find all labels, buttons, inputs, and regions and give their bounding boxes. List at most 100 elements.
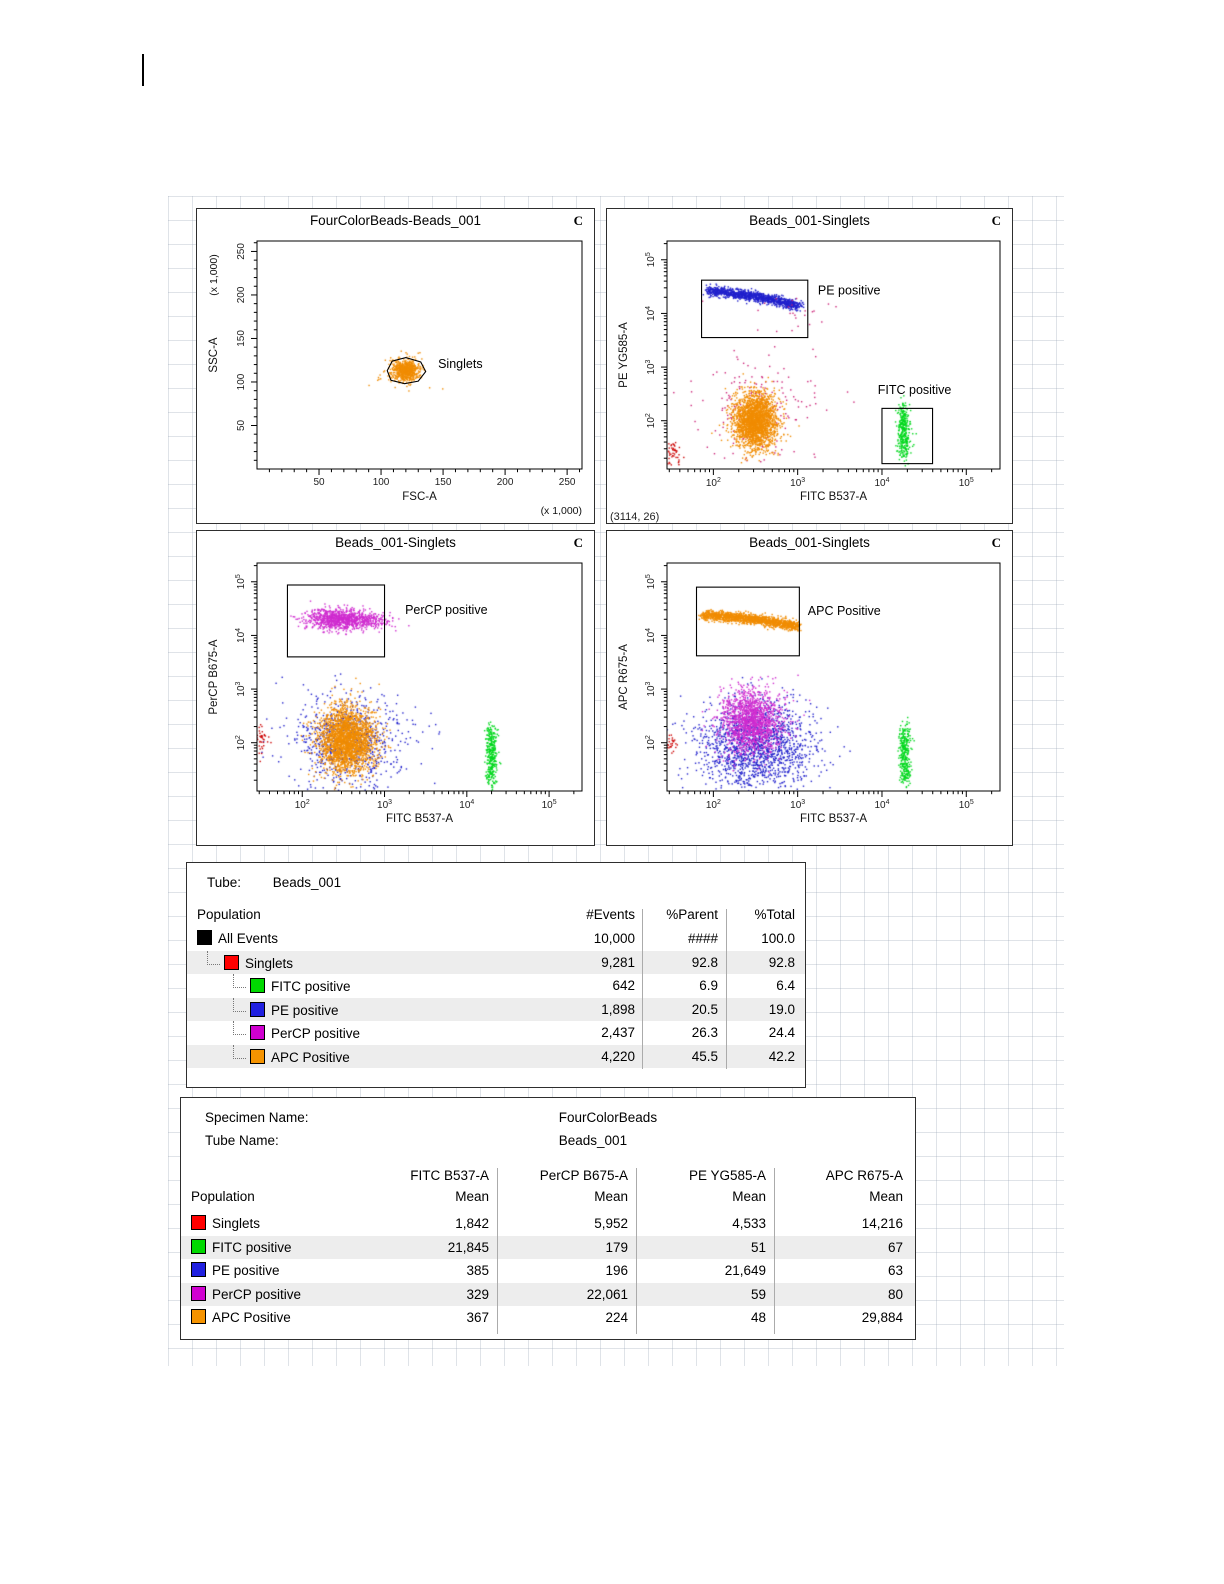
- specimen-line: Specimen Name: FourColorBeads: [205, 1110, 657, 1125]
- context-menu-button[interactable]: C: [991, 213, 1001, 228]
- stat-header: Mean: [594, 1189, 628, 1204]
- stats-rows: Singlets 1,842 5,952 4,533 14,216 FITC positi…: [181, 1212, 915, 1330]
- population-color-swatch: [197, 930, 212, 945]
- svg-text:(x 1,000): (x 1,000): [208, 254, 220, 295]
- tube-name-value: Beads_001: [558, 1133, 628, 1148]
- svg-text:102: 102: [295, 799, 310, 811]
- svg-text:105: 105: [959, 799, 974, 811]
- hierarchy-row[interactable]: Singlets 9,281 92.8 92.8: [187, 950, 805, 974]
- context-menu-button[interactable]: C: [573, 535, 583, 550]
- svg-text:FITC B537-A: FITC B537-A: [800, 813, 867, 825]
- hierarchy-header: Population #Events %Parent %Total: [187, 907, 805, 922]
- svg-text:102: 102: [706, 477, 721, 489]
- svg-text:PE YG585-A: PE YG585-A: [618, 322, 630, 388]
- svg-text:103: 103: [235, 681, 247, 696]
- stat-header: Mean: [869, 1189, 903, 1204]
- plot-title-bar: Beads_001-Singlets C: [607, 531, 1012, 555]
- population-header: Population: [191, 1189, 255, 1204]
- plot-area[interactable]: 102 103 104 105 102 103 104 105 FITC B537-A APC R…: [607, 555, 1012, 845]
- svg-text:250: 250: [559, 477, 576, 488]
- tree-connector: [233, 974, 246, 988]
- svg-text:104: 104: [645, 306, 657, 321]
- specimen-name-label: Specimen Name:: [205, 1110, 309, 1125]
- hierarchy-value: 20.5: [691, 1001, 718, 1017]
- stat-value: 5,952: [594, 1216, 628, 1231]
- tube-value: Beads_001: [272, 875, 342, 890]
- plot-title: FourColorBeads-Beads_001: [309, 213, 482, 228]
- plot-area[interactable]: 102 103 104 105 102 103 104 105 FITC B537-A PE YG…: [607, 233, 1012, 523]
- channel-header: APC R675-A: [825, 1168, 903, 1183]
- population-label: PE positive: [212, 1263, 280, 1278]
- context-menu-button[interactable]: C: [573, 213, 583, 228]
- stat-value: 196: [605, 1263, 628, 1278]
- hierarchy-rows: All Events 10,000 #### 100.0 Singlets 9,281 92…: [187, 927, 805, 1068]
- hierarchy-row[interactable]: PE positive 1,898 20.5 19.0: [187, 997, 805, 1021]
- population-color-swatch: [191, 1238, 206, 1254]
- stat-value: 51: [750, 1239, 766, 1255]
- stat-value: 385: [466, 1263, 489, 1278]
- svg-text:250: 250: [236, 243, 247, 260]
- population-hierarchy-panel: Tube: Beads_001 Population #Events %Pare…: [186, 862, 806, 1088]
- svg-text:104: 104: [235, 628, 247, 643]
- population-color-swatch: [250, 1025, 265, 1040]
- population-label: Singlets: [245, 955, 294, 971]
- svg-text:FITC positive: FITC positive: [878, 383, 952, 397]
- scatter-dots: [257, 241, 582, 469]
- stat-value: 14,216: [861, 1216, 903, 1231]
- population-label: PerCP positive: [271, 1026, 361, 1041]
- tube-name-label: Tube Name:: [205, 1133, 279, 1148]
- svg-text:103: 103: [645, 681, 657, 696]
- svg-text:50: 50: [313, 477, 325, 488]
- tree-connector: [207, 950, 220, 965]
- stats-row[interactable]: PerCP positive 329 22,061 59 80: [181, 1282, 915, 1306]
- svg-text:(x 1,000): (x 1,000): [541, 505, 582, 517]
- stat-value: 1,842: [455, 1216, 489, 1231]
- svg-text:50: 50: [236, 419, 247, 431]
- tube-label: Tube:: [207, 875, 242, 890]
- svg-text:105: 105: [645, 574, 657, 589]
- stat-value: 4,533: [732, 1216, 766, 1231]
- plot-area[interactable]: 50 100 150 200 250 50 100 150 200 250 FSC-A (x 1,00…: [197, 233, 594, 523]
- svg-text:SSC-A: SSC-A: [208, 337, 220, 372]
- column-header-population: Population: [197, 907, 261, 922]
- column-divider: [497, 1168, 498, 1334]
- tree-connector: [233, 1021, 246, 1035]
- context-menu-button[interactable]: C: [991, 535, 1001, 550]
- population-label: PerCP positive: [212, 1286, 302, 1302]
- stat-value: 21,845: [447, 1239, 489, 1255]
- column-divider: [642, 909, 643, 1069]
- channel-header: PerCP B675-A: [539, 1168, 628, 1183]
- svg-text:104: 104: [459, 799, 474, 811]
- hierarchy-row[interactable]: All Events 10,000 #### 100.0: [187, 927, 805, 951]
- channel-header: FITC B537-A: [410, 1168, 489, 1183]
- plot-panel-pe-fitc: Beads_001-Singlets C 102 103 104 105 102 103 1…: [606, 208, 1013, 524]
- plot-title-bar: Beads_001-Singlets C: [607, 209, 1012, 233]
- stats-row[interactable]: Singlets 1,842 5,952 4,533 14,216: [181, 1212, 915, 1236]
- svg-text:102: 102: [706, 799, 721, 811]
- stats-row[interactable]: FITC positive 21,845 179 51 67: [181, 1235, 915, 1259]
- plot-title: Beads_001-Singlets: [335, 535, 456, 550]
- hierarchy-row[interactable]: FITC positive 642 6.9 6.4: [187, 974, 805, 998]
- stat-header: Mean: [732, 1189, 766, 1204]
- stat-value: 48: [750, 1310, 766, 1325]
- hierarchy-value: 24.4: [768, 1025, 795, 1040]
- svg-text:APC Positive: APC Positive: [808, 604, 881, 618]
- population-label: FITC positive: [271, 979, 351, 994]
- svg-text:FITC B537-A: FITC B537-A: [800, 491, 867, 503]
- svg-text:104: 104: [874, 477, 889, 489]
- hierarchy-value: 1,898: [601, 1001, 635, 1017]
- plot-area[interactable]: 102 103 104 105 102 103 104 105 FITC B537-A PerCP…: [197, 555, 594, 845]
- hierarchy-value: 9,281: [601, 954, 635, 970]
- hierarchy-row[interactable]: PerCP positive 2,437 26.3 24.4: [187, 1021, 805, 1045]
- stats-row[interactable]: PE positive 385 196 21,649 63: [181, 1259, 915, 1283]
- stat-value: 329: [466, 1286, 489, 1302]
- svg-text:APC R675-A: APC R675-A: [618, 644, 630, 710]
- svg-text:105: 105: [235, 574, 247, 589]
- plot-title: Beads_001-Singlets: [749, 535, 870, 550]
- population-color-swatch: [250, 1001, 265, 1017]
- hierarchy-row[interactable]: APC Positive 4,220 45.5 42.2: [187, 1044, 805, 1068]
- stats-row[interactable]: APC Positive 367 224 48 29,884: [181, 1306, 915, 1330]
- svg-text:150: 150: [236, 330, 247, 347]
- hierarchy-value: 92.8: [691, 954, 718, 970]
- column-header-parent: %Parent: [666, 907, 718, 922]
